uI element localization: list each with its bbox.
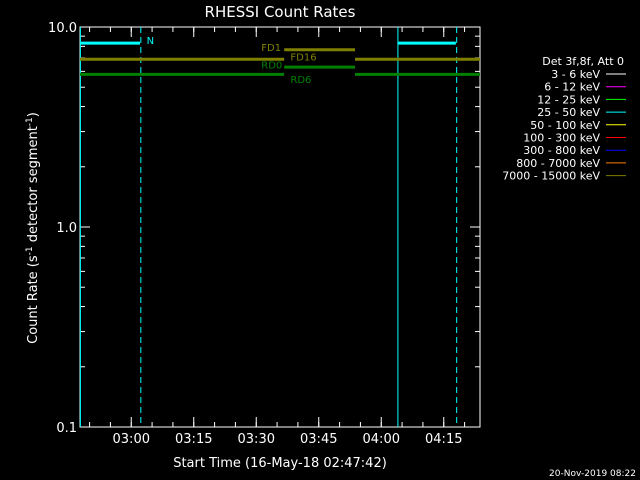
y-label-part-1: Count Rate (s xyxy=(26,255,41,344)
legend-entry-label: 12 - 25 keV xyxy=(537,93,600,106)
series-labels: N FD1 FD16 RD0 RD6 xyxy=(147,36,317,86)
y-label-sup-2: -1 xyxy=(25,117,35,126)
series-label-fd1: FD1 xyxy=(261,43,281,54)
legend-title: Det 3f,8f, Att 0 xyxy=(542,55,624,68)
legend-entry-label: 800 - 7000 keV xyxy=(516,157,600,170)
legend-entry-label: 7000 - 15000 keV xyxy=(502,170,600,183)
y-tick-label: 1.0 xyxy=(56,221,77,236)
chart-title: RHESSI Count Rates xyxy=(205,3,356,21)
legend-entry-label: 25 - 50 keV xyxy=(537,106,600,119)
y-tick-label: 0.1 xyxy=(56,421,77,436)
legend-entry-label: 6 - 12 keV xyxy=(544,81,600,94)
x-tick-label: 04:00 xyxy=(363,432,400,447)
series-label-fd16: FD16 xyxy=(290,53,316,64)
x-tick-label: 04:15 xyxy=(425,432,462,447)
y-axis-label: Count Rate (s-1 detector segment-1) xyxy=(25,112,41,344)
y-axis-ticks: 0.1 1.0 10.0 xyxy=(48,21,480,436)
series-group xyxy=(80,41,480,76)
y-label-part-2: detector segment xyxy=(26,126,41,246)
legend-entry-label: 3 - 6 keV xyxy=(551,68,600,81)
x-tick-label: 03:45 xyxy=(300,432,337,447)
x-tick-label: 03:30 xyxy=(238,432,275,447)
timestamp-footer: 20-Nov-2019 08:22 xyxy=(549,469,636,479)
legend-entry-label: 50 - 100 keV xyxy=(530,119,600,132)
vertical-markers xyxy=(79,27,458,427)
y-tick-label: 10.0 xyxy=(48,21,77,36)
x-axis-label: Start Time (16-May-18 02:47:42) xyxy=(173,456,387,471)
minor-ticks xyxy=(80,27,480,427)
x-tick-label: 03:15 xyxy=(175,432,212,447)
x-axis-ticks: 03:00 03:15 03:30 03:45 04:00 04:15 xyxy=(113,27,462,447)
legend-entry-label: 300 - 800 keV xyxy=(523,144,600,157)
series-label-n: N xyxy=(147,36,154,47)
y-label-sup-1: -1 xyxy=(25,246,35,255)
y-label-part-3: ) xyxy=(26,112,41,117)
series-label-rd6: RD6 xyxy=(290,75,311,86)
plot-frame xyxy=(79,26,481,428)
svg-text:Count Rate (s-1 detector segme: Count Rate (s-1 detector segment-1) xyxy=(25,112,41,344)
legend-entry-label: 100 - 300 keV xyxy=(523,132,600,145)
series-label-rd0: RD0 xyxy=(261,60,282,71)
x-tick-label: 03:00 xyxy=(113,432,150,447)
